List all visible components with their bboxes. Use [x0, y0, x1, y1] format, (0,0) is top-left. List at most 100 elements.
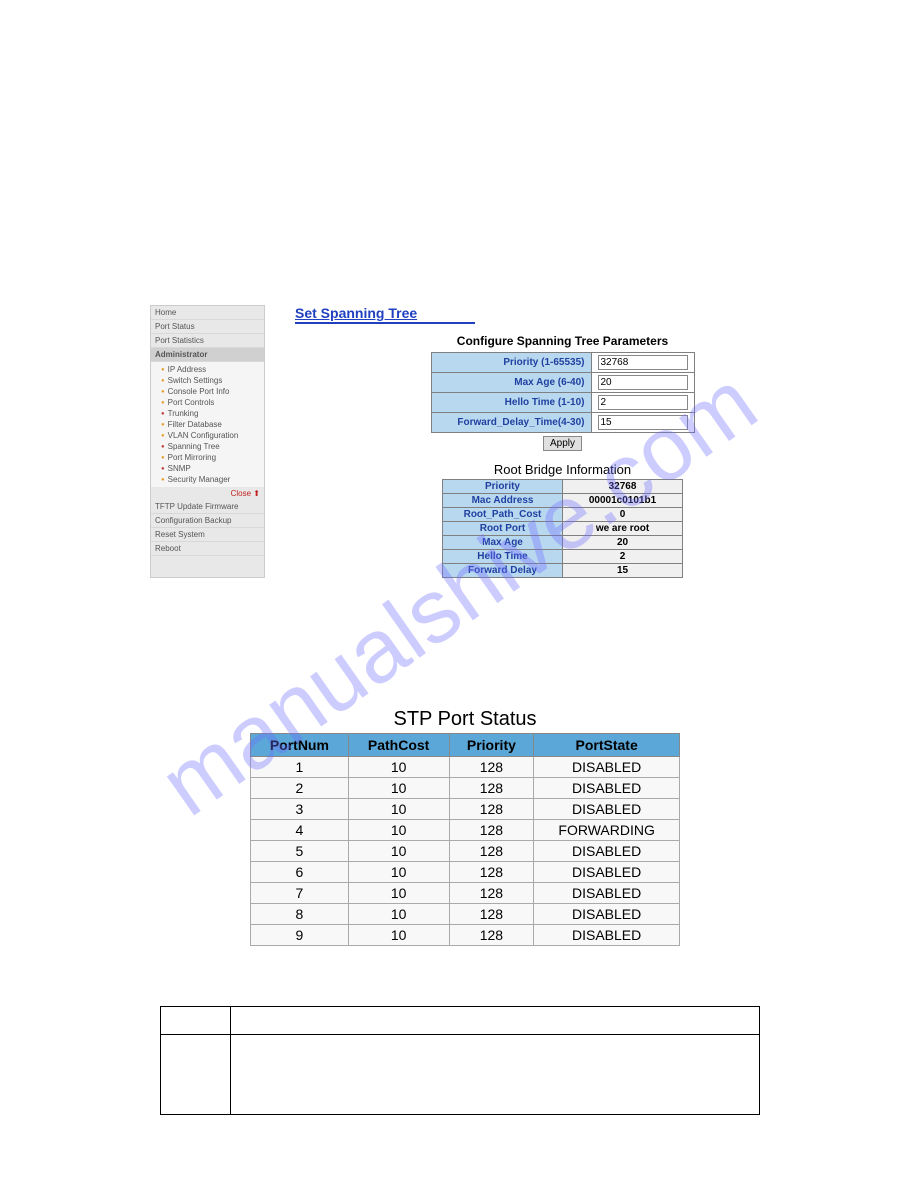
bullet-icon: ●: [161, 378, 165, 384]
sidebar-sub-item[interactable]: ●Switch Settings: [159, 375, 264, 386]
sidebar-sub-item[interactable]: ●VLAN Configuration: [159, 430, 264, 441]
config-input[interactable]: [598, 415, 688, 430]
bottom-empty-table: [160, 1006, 760, 1115]
table-cell: 128: [449, 799, 534, 820]
table-cell: DISABLED: [534, 778, 680, 799]
info-heading: Root Bridge Information: [335, 462, 790, 477]
sidebar-item[interactable]: Reboot: [151, 542, 264, 556]
sidebar-admin-header[interactable]: Administrator: [151, 348, 264, 362]
table-cell: 128: [449, 841, 534, 862]
table-cell: 5: [251, 841, 349, 862]
stp-title: STP Port Status: [250, 708, 680, 731]
sidebar-sub-item[interactable]: ●SNMP: [159, 463, 264, 474]
table-cell: DISABLED: [534, 757, 680, 778]
bullet-icon: ●: [161, 400, 165, 406]
config-label: Hello Time (1-10): [431, 393, 591, 413]
sidebar-sub-label: Security Manager: [168, 475, 231, 484]
info-value: 0: [563, 508, 683, 522]
sidebar-sub-item[interactable]: ●Filter Database: [159, 419, 264, 430]
sidebar-sub-item[interactable]: ●Spanning Tree: [159, 441, 264, 452]
stp-column-header: PortNum: [251, 734, 349, 757]
config-input[interactable]: [598, 395, 688, 410]
sidebar-item[interactable]: Configuration Backup: [151, 514, 264, 528]
table-cell: 10: [348, 757, 449, 778]
config-label: Forward_Delay_Time(4-30): [431, 413, 591, 433]
sidebar-sub-label: IP Address: [168, 365, 207, 374]
info-label: Forward Delay: [443, 564, 563, 578]
sidebar-item[interactable]: Home: [151, 306, 264, 320]
info-value: we are root: [563, 522, 683, 536]
sidebar-sub-label: Port Mirroring: [168, 453, 216, 462]
sidebar-sub-item[interactable]: ●Trunking: [159, 408, 264, 419]
sidebar-item[interactable]: Port Statistics: [151, 334, 264, 348]
info-label: Priority: [443, 480, 563, 494]
table-cell: 8: [251, 904, 349, 925]
bullet-icon: ●: [161, 389, 165, 395]
info-value: 32768: [563, 480, 683, 494]
table-row: 510128DISABLED: [251, 841, 680, 862]
config-label: Max Age (6-40): [431, 373, 591, 393]
table-cell: FORWARDING: [534, 820, 680, 841]
page-container: HomePort StatusPort Statistics Administr…: [150, 305, 790, 1115]
table-cell: 128: [449, 883, 534, 904]
apply-button[interactable]: Apply: [543, 436, 582, 451]
table-cell: 10: [348, 841, 449, 862]
stp-section: STP Port Status PortNumPathCostPriorityP…: [250, 708, 680, 946]
table-cell: 1: [251, 757, 349, 778]
table-row: 310128DISABLED: [251, 799, 680, 820]
sidebar-sub-item[interactable]: ●Port Controls: [159, 397, 264, 408]
table-cell: 10: [348, 883, 449, 904]
config-input[interactable]: [598, 375, 688, 390]
sidebar-item[interactable]: Port Status: [151, 320, 264, 334]
admin-sublist: ●IP Address●Switch Settings●Console Port…: [151, 362, 264, 487]
table-cell: DISABLED: [534, 904, 680, 925]
bullet-icon: ●: [161, 444, 165, 450]
sidebar-sub-label: Switch Settings: [168, 376, 223, 385]
sidebar-sub-item[interactable]: ●Port Mirroring: [159, 452, 264, 463]
info-label: Root_Path_Cost: [443, 508, 563, 522]
table-cell: DISABLED: [534, 883, 680, 904]
sidebar-sub-label: Spanning Tree: [168, 442, 220, 451]
table-row: 910128DISABLED: [251, 925, 680, 946]
stp-table: PortNumPathCostPriorityPortState 110128D…: [250, 733, 680, 946]
config-heading: Configure Spanning Tree Parameters: [335, 334, 790, 348]
sidebar-sub-item[interactable]: ●IP Address: [159, 364, 264, 375]
table-cell: 10: [348, 862, 449, 883]
table-cell: 2: [251, 778, 349, 799]
info-value: 20: [563, 536, 683, 550]
sidebar-sub-item[interactable]: ●Console Port Info: [159, 386, 264, 397]
table-cell: 128: [449, 925, 534, 946]
sidebar-item[interactable]: Reset System: [151, 528, 264, 542]
sidebar-item[interactable]: TFTP Update Firmware: [151, 500, 264, 514]
bullet-icon: ●: [161, 433, 165, 439]
sidebar-sub-item[interactable]: ●Security Manager: [159, 474, 264, 485]
table-cell: DISABLED: [534, 925, 680, 946]
sidebar-sub-label: Trunking: [168, 409, 199, 418]
sidebar-sub-label: SNMP: [168, 464, 191, 473]
close-link[interactable]: Close ⬆: [151, 487, 264, 500]
table-cell: 128: [449, 862, 534, 883]
table-cell: 10: [348, 925, 449, 946]
config-input[interactable]: [598, 355, 688, 370]
info-label: Max Age: [443, 536, 563, 550]
table-row: 110128DISABLED: [251, 757, 680, 778]
table-cell: DISABLED: [534, 841, 680, 862]
table-cell: 128: [449, 820, 534, 841]
table-cell: 9: [251, 925, 349, 946]
sidebar-sub-label: Port Controls: [168, 398, 215, 407]
table-cell: 6: [251, 862, 349, 883]
table-row: 610128DISABLED: [251, 862, 680, 883]
table-row: 210128DISABLED: [251, 778, 680, 799]
table-cell: DISABLED: [534, 862, 680, 883]
bullet-icon: ●: [161, 477, 165, 483]
table-cell: 128: [449, 757, 534, 778]
table-cell: 10: [348, 799, 449, 820]
sidebar-sub-label: VLAN Configuration: [168, 431, 239, 440]
bullet-icon: ●: [161, 367, 165, 373]
info-label: Mac Address: [443, 494, 563, 508]
info-table: Priority32768Mac Address00001c0101b1Root…: [442, 479, 683, 578]
top-layout: HomePort StatusPort Statistics Administr…: [150, 305, 790, 578]
bullet-icon: ●: [161, 455, 165, 461]
info-value: 2: [563, 550, 683, 564]
table-cell: 10: [348, 778, 449, 799]
